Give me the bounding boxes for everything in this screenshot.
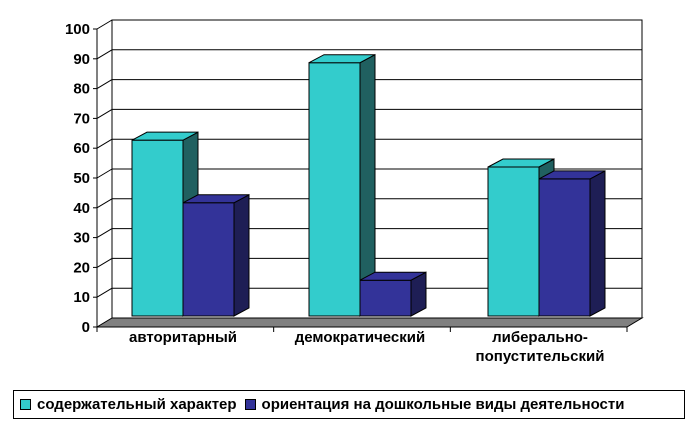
gridline-side <box>96 138 113 149</box>
bar-front-face <box>538 178 591 317</box>
category-label-2: демократический <box>295 329 425 346</box>
legend-label-series-2: ориентация на дошкольные виды деятельнос… <box>261 396 625 413</box>
y-tick-label: 30 <box>73 230 90 247</box>
y-tick-label: 50 <box>73 170 90 187</box>
legend-swatch-series-2 <box>244 399 256 410</box>
bar-2-series-2 <box>359 271 427 317</box>
gridline-side <box>96 168 113 179</box>
bar-2-series-1 <box>308 53 376 317</box>
bar-1-series-2 <box>182 193 250 317</box>
bars <box>131 53 606 317</box>
y-tick-label: 100 <box>65 21 90 38</box>
bar-front-face <box>359 279 412 317</box>
gridline-side <box>96 257 113 268</box>
y-tick-label: 0 <box>82 319 90 336</box>
y-tick-label: 80 <box>73 81 90 98</box>
gridline-side <box>96 108 113 119</box>
gridline-side <box>96 287 113 298</box>
y-tick-label: 40 <box>73 200 90 217</box>
legend-swatch-series-1 <box>20 399 31 410</box>
category-label-3: либерально-попустительский <box>476 329 605 365</box>
gridline-side <box>96 198 113 209</box>
bar-top-face <box>359 271 427 281</box>
gridline-side <box>96 49 113 60</box>
gridline-side <box>96 228 113 239</box>
category-labels: авторитарный демократический либерально-по… <box>129 329 604 365</box>
gridline-side <box>96 19 113 30</box>
legend-item-series-1: содержательный характер <box>20 396 237 413</box>
bar-front-face <box>487 166 540 317</box>
bar-3-series-2 <box>538 170 606 317</box>
bar-top-face <box>182 194 250 204</box>
legend-label-series-1: содержательный характер <box>37 396 237 413</box>
y-tick-label: 60 <box>73 140 90 157</box>
floor-panel <box>95 317 644 328</box>
bar-side-face <box>233 193 250 317</box>
category-label-1: авторитарный <box>129 329 237 346</box>
y-tick-label: 20 <box>73 259 90 276</box>
bar-front-face <box>308 62 361 317</box>
bar-top-face <box>131 131 199 141</box>
legend: содержательный характер ориентация на до… <box>13 390 685 419</box>
bar-top-face <box>308 54 376 64</box>
legend-item-series-2: ориентация на дошкольные виды деятельнос… <box>244 396 625 413</box>
bar-side-face <box>589 170 606 317</box>
bar-front-face <box>131 139 184 317</box>
y-axis: 0 10 20 30 40 50 60 70 80 90 100 <box>65 21 628 336</box>
gridline-side <box>96 79 113 90</box>
chart-floor <box>95 317 644 328</box>
bar-front-face <box>182 202 235 317</box>
y-tick-label: 90 <box>73 51 90 68</box>
y-tick-label: 70 <box>73 110 90 127</box>
bar-top-face <box>538 170 606 180</box>
bar-top-face <box>487 158 555 168</box>
y-tick-label: 10 <box>73 289 90 306</box>
